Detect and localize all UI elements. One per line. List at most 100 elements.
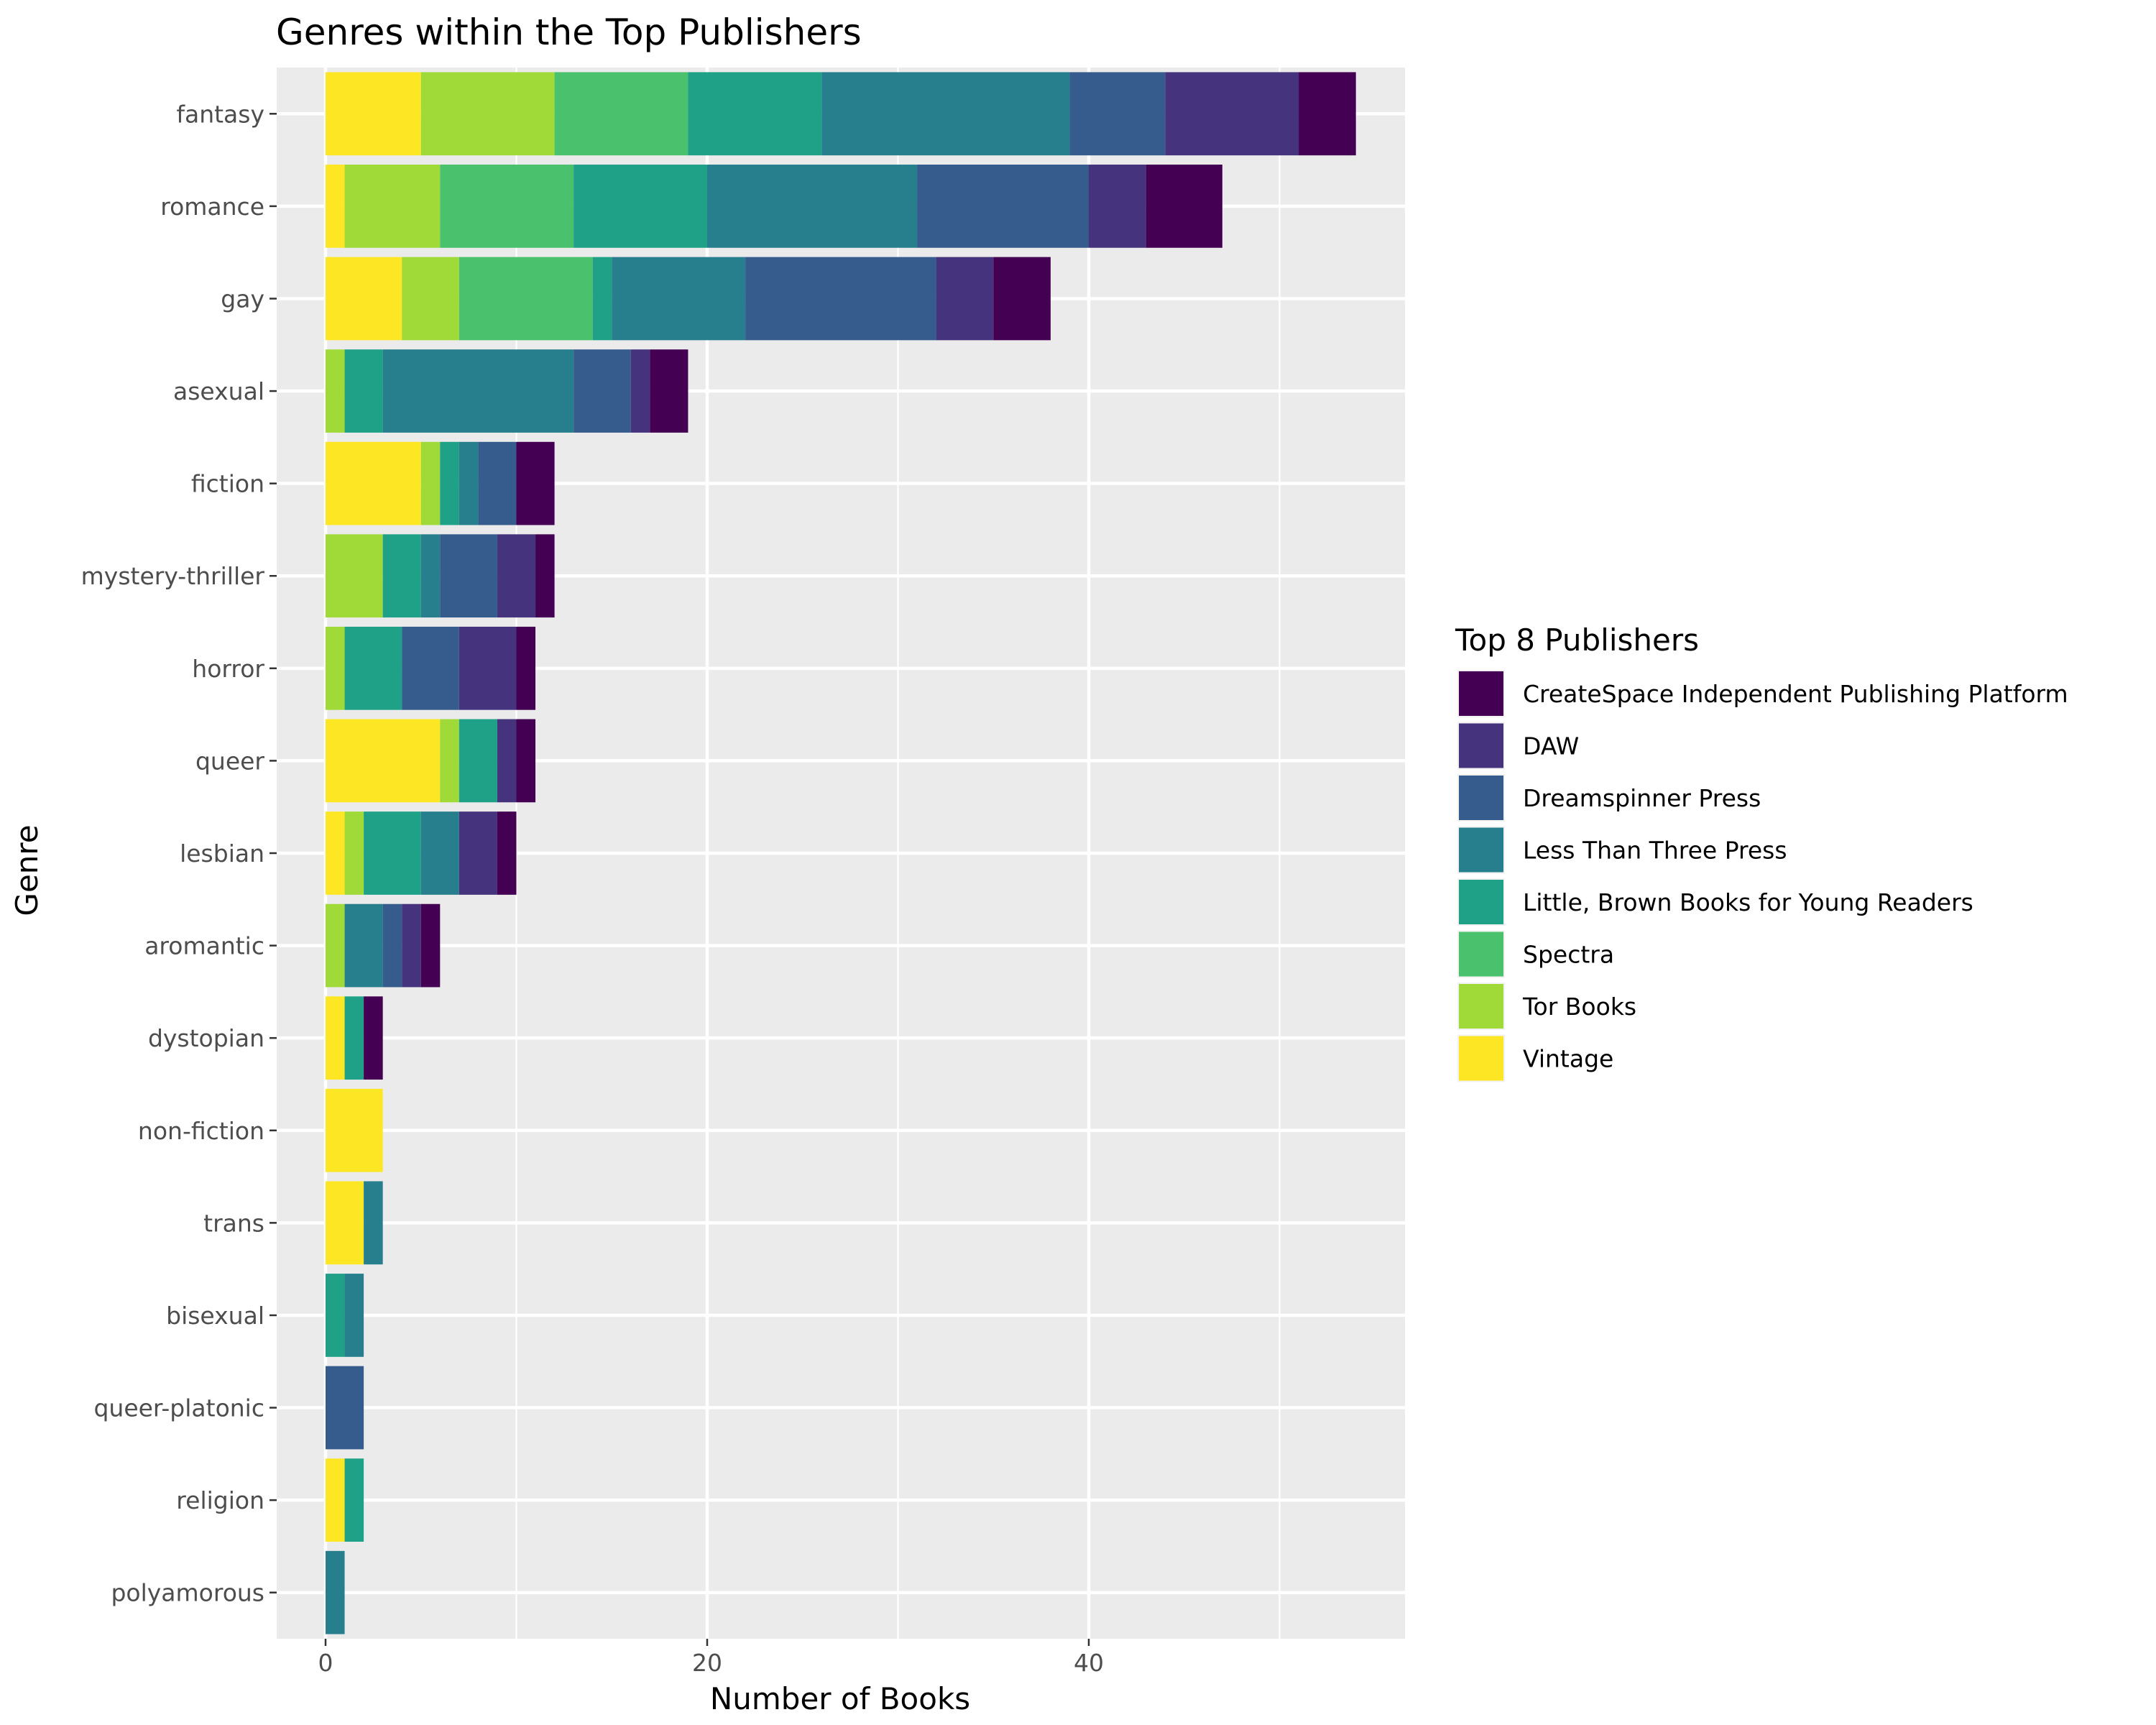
bar-fantasy-spectra [554, 72, 688, 156]
bar-romance-daw [1089, 165, 1146, 248]
bar-polyamorous-less-than-three-press [326, 1550, 345, 1634]
y-tick-label: lesbian [180, 840, 264, 868]
bar-gay-daw [936, 257, 994, 341]
bar-fantasy-little-brown-books-for-young-readers [688, 72, 822, 156]
bar-gay-createspace-independent-publishing-platform [993, 257, 1051, 341]
legend-label: Little, Brown Books for Young Readers [1523, 888, 1973, 916]
bar-queer-daw [497, 719, 517, 803]
legend-item: DAW [1457, 722, 1579, 770]
legend-label: CreateSpace Independent Publishing Platf… [1523, 680, 2068, 708]
y-tick-label: horror [192, 655, 264, 683]
bar-mystery-thriller-dreamspinner-press [440, 534, 497, 618]
legend-item: CreateSpace Independent Publishing Platf… [1457, 670, 2068, 717]
bar-fantasy-vintage [326, 72, 421, 156]
y-tick-label: trans [203, 1209, 264, 1237]
bar-fantasy-less-than-three-press [821, 72, 1070, 156]
bar-aromantic-createspace-independent-publishing-platform [420, 903, 441, 988]
y-tick-label: fiction [191, 470, 264, 498]
bar-asexual-daw [630, 349, 650, 433]
bar-romance-less-than-three-press [707, 165, 918, 248]
bar-romance-little-brown-books-for-young-readers [573, 165, 707, 248]
bar-lesbian-vintage [326, 811, 345, 895]
bar-gay-vintage [326, 257, 402, 341]
bar-fiction-less-than-three-press [459, 441, 479, 525]
bar-religion-little-brown-books-for-young-readers [344, 1458, 364, 1542]
bar-horror-createspace-independent-publishing-platform [516, 626, 536, 710]
bar-asexual-createspace-independent-publishing-platform [650, 349, 688, 433]
bar-romance-spectra [440, 165, 574, 248]
legend-swatch [1459, 932, 1503, 977]
bar-lesbian-createspace-independent-publishing-platform [497, 811, 517, 895]
legend-label: DAW [1523, 732, 1579, 760]
legend-label: Dreamspinner Press [1523, 784, 1761, 812]
bar-asexual-dreamspinner-press [573, 349, 631, 433]
legend-item: Tor Books [1457, 983, 1636, 1030]
y-axis-title: Genre [9, 824, 45, 916]
bar-romance-tor-books [344, 165, 441, 248]
bar-horror-little-brown-books-for-young-readers [344, 626, 402, 710]
bar-mystery-thriller-less-than-three-press [420, 534, 441, 618]
bar-romance-vintage [326, 165, 345, 248]
bar-fiction-dreamspinner-press [478, 441, 517, 525]
y-tick-label: dystopian [148, 1024, 264, 1052]
bar-lesbian-tor-books [344, 811, 364, 895]
y-tick-label: fantasy [176, 100, 264, 128]
y-tick-label: mystery-thriller [81, 562, 265, 590]
bar-bisexual-less-than-three-press [344, 1274, 364, 1357]
bar-lesbian-less-than-three-press [420, 811, 459, 895]
bar-fantasy-tor-books [420, 72, 555, 156]
legend-swatch [1459, 1036, 1503, 1081]
bar-horror-tor-books [326, 626, 345, 710]
bar-queer-platonic-dreamspinner-press [326, 1366, 364, 1450]
y-tick-label: religion [176, 1486, 264, 1514]
bar-fiction-tor-books [420, 441, 441, 525]
y-tick-label: non-fiction [138, 1117, 264, 1145]
y-tick-label: gay [221, 285, 264, 313]
bar-fiction-createspace-independent-publishing-platform [516, 441, 555, 525]
y-tick-label: queer [195, 747, 264, 775]
x-tick-label: 40 [1074, 1649, 1104, 1677]
legend-swatch [1459, 776, 1503, 820]
bar-lesbian-daw [459, 811, 497, 895]
legend-label: Tor Books [1522, 993, 1636, 1021]
bar-dystopian-vintage [326, 996, 345, 1080]
bar-trans-less-than-three-press [364, 1181, 383, 1265]
bar-aromantic-tor-books [326, 903, 345, 988]
legend-title: Top 8 Publishers [1455, 622, 1699, 658]
legend-swatch [1459, 880, 1503, 924]
chart-title: Genres within the Top Publishers [276, 12, 862, 53]
bar-religion-vintage [326, 1458, 345, 1542]
legend-swatch [1459, 984, 1503, 1029]
bar-gay-little-brown-books-for-young-readers [592, 257, 612, 341]
bar-gay-tor-books [402, 257, 459, 341]
x-tick-label: 0 [318, 1649, 333, 1677]
bar-asexual-less-than-three-press [382, 349, 574, 433]
legend-item: Little, Brown Books for Young Readers [1457, 878, 1973, 926]
bar-fantasy-dreamspinner-press [1069, 72, 1166, 156]
bar-bisexual-little-brown-books-for-young-readers [326, 1274, 345, 1357]
legend-label: Spectra [1523, 941, 1614, 969]
bar-asexual-tor-books [326, 349, 345, 433]
bar-fantasy-daw [1165, 72, 1299, 156]
bar-horror-dreamspinner-press [402, 626, 459, 710]
legend-item: Less Than Three Press [1457, 826, 1787, 874]
legend-swatch [1459, 671, 1503, 716]
legend-label: Less Than Three Press [1523, 837, 1787, 865]
bar-mystery-thriller-tor-books [326, 534, 383, 618]
bar-horror-daw [459, 626, 517, 710]
bar-fiction-little-brown-books-for-young-readers [440, 441, 459, 525]
bar-romance-dreamspinner-press [917, 165, 1089, 248]
bar-queer-tor-books [440, 719, 459, 803]
bar-queer-createspace-independent-publishing-platform [516, 719, 536, 803]
bar-mystery-thriller-daw [497, 534, 536, 618]
bar-asexual-little-brown-books-for-young-readers [344, 349, 383, 433]
bar-aromantic-daw [402, 903, 421, 988]
bars [326, 72, 1356, 1634]
bar-gay-spectra [459, 257, 593, 341]
bar-dystopian-createspace-independent-publishing-platform [364, 996, 383, 1080]
legend-item: Dreamspinner Press [1457, 774, 1761, 822]
bar-aromantic-dreamspinner-press [382, 903, 402, 988]
y-tick-label: queer-platonic [93, 1394, 264, 1422]
